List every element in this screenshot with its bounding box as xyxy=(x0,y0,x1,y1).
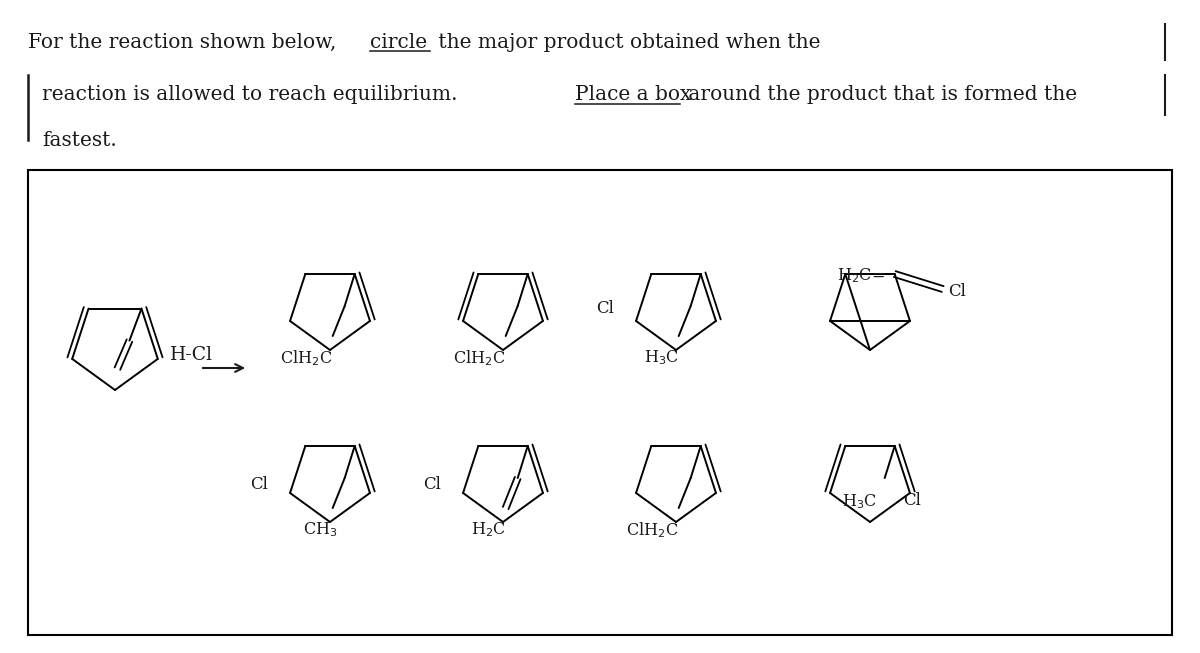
Text: ClH$_2$C: ClH$_2$C xyxy=(281,348,332,368)
Text: around the product that is formed the: around the product that is formed the xyxy=(682,86,1078,104)
Text: Cl: Cl xyxy=(596,300,614,317)
Bar xyxy=(28,170,1172,635)
Text: fastest.: fastest. xyxy=(42,131,116,150)
Text: Cl: Cl xyxy=(250,477,268,494)
Text: Cl: Cl xyxy=(902,492,920,509)
Text: ClH$_2$C: ClH$_2$C xyxy=(626,520,679,540)
Text: H$_3$C: H$_3$C xyxy=(841,492,877,511)
Text: H-Cl: H-Cl xyxy=(170,346,214,364)
Text: H$_3$C: H$_3$C xyxy=(643,348,679,367)
Text: For the reaction shown below,: For the reaction shown below, xyxy=(28,33,343,52)
Text: Place a box: Place a box xyxy=(575,86,691,104)
Text: ClH$_2$C: ClH$_2$C xyxy=(454,348,505,368)
Text: Cl: Cl xyxy=(424,477,442,494)
Text: circle: circle xyxy=(370,33,427,52)
Text: H$_2$C: H$_2$C xyxy=(470,520,505,539)
Text: H$_2$C$\!=\!$: H$_2$C$\!=\!$ xyxy=(836,266,884,285)
Text: Cl: Cl xyxy=(948,283,966,300)
Text: reaction is allowed to reach equilibrium.: reaction is allowed to reach equilibrium… xyxy=(42,86,470,104)
Text: the major product obtained when the: the major product obtained when the xyxy=(432,33,821,52)
Text: CH$_3$: CH$_3$ xyxy=(304,520,337,539)
